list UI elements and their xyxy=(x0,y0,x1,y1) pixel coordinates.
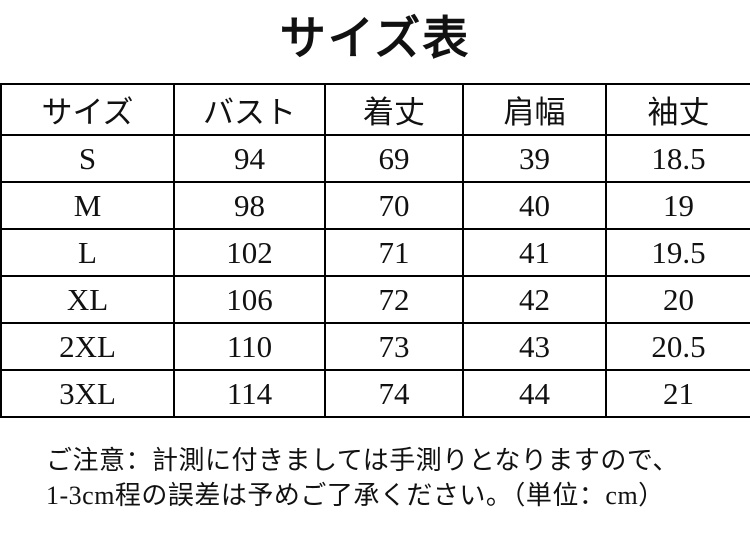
table-row-s: S 94 69 39 18.5 xyxy=(0,134,750,183)
cell-length: 72 xyxy=(324,275,464,324)
page-title: サイズ表 xyxy=(279,13,471,64)
cell-size: M xyxy=(0,181,175,230)
cell-length: 71 xyxy=(324,228,464,277)
measurement-note: ご注意：計測に付きましては手測りとなりますので、 1-3cm程の誤差は予めご了承… xyxy=(46,443,730,513)
cell-length: 73 xyxy=(324,322,464,371)
cell-bust: 114 xyxy=(173,369,326,418)
cell-sleeve: 21 xyxy=(605,369,750,418)
cell-length: 70 xyxy=(324,181,464,230)
cell-size: XL xyxy=(0,275,175,324)
size-chart-page: { "title": "サイズ表", "table": { "headers":… xyxy=(0,8,750,543)
cell-size: L xyxy=(0,228,175,277)
cell-size: 2XL xyxy=(0,322,175,371)
cell-bust: 94 xyxy=(173,134,326,183)
cell-length: 69 xyxy=(324,134,464,183)
cell-sleeve: 20 xyxy=(605,275,750,324)
cell-sleeve: 18.5 xyxy=(605,134,750,183)
note-line-1: ご注意：計測に付きましては手測りとなりますので、 xyxy=(46,446,679,475)
column-header-bust: バスト xyxy=(173,83,326,136)
cell-shoulder: 43 xyxy=(462,322,607,371)
cell-bust: 110 xyxy=(173,322,326,371)
table-row-3xl: 3XL 114 74 44 21 xyxy=(0,369,750,418)
table-row-l: L 102 71 41 19.5 xyxy=(0,228,750,277)
cell-bust: 98 xyxy=(173,181,326,230)
table-row-xl: XL 106 72 42 20 xyxy=(0,275,750,324)
cell-sleeve: 20.5 xyxy=(605,322,750,371)
size-table: サイズ バスト 着丈 肩幅 袖丈 S 94 69 39 18.5 M 98 70… xyxy=(0,83,750,418)
cell-shoulder: 39 xyxy=(462,134,607,183)
cell-bust: 106 xyxy=(173,275,326,324)
cell-bust: 102 xyxy=(173,228,326,277)
cell-shoulder: 42 xyxy=(462,275,607,324)
cell-size: 3XL xyxy=(0,369,175,418)
column-header-shoulder: 肩幅 xyxy=(462,83,607,136)
column-header-length: 着丈 xyxy=(324,83,464,136)
cell-size: S xyxy=(0,134,175,183)
cell-shoulder: 40 xyxy=(462,181,607,230)
cell-shoulder: 44 xyxy=(462,369,607,418)
column-header-size: サイズ xyxy=(0,83,175,136)
cell-length: 74 xyxy=(324,369,464,418)
cell-sleeve: 19 xyxy=(605,181,750,230)
cell-shoulder: 41 xyxy=(462,228,607,277)
header-row: サイズ バスト 着丈 肩幅 袖丈 xyxy=(0,83,750,136)
table-row-m: M 98 70 40 19 xyxy=(0,181,750,230)
cell-sleeve: 19.5 xyxy=(605,228,750,277)
table-row-2xl: 2XL 110 73 43 20.5 xyxy=(0,322,750,371)
column-header-sleeve: 袖丈 xyxy=(605,83,750,136)
note-line-2: 1-3cm程の誤差は予めご了承ください。（単位：cm） xyxy=(46,481,665,510)
